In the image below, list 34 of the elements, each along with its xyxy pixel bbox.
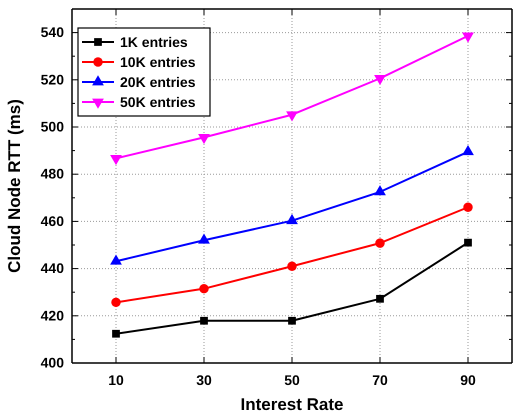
x-axis-title: Interest Rate [240, 395, 344, 414]
point [376, 294, 384, 303]
point [112, 330, 120, 338]
y-tick-label: 420 [40, 307, 64, 324]
point [111, 298, 121, 308]
legend-label: 20K entries [120, 74, 196, 90]
point [199, 284, 209, 294]
y-tick-label: 460 [40, 212, 64, 229]
y-tick-label: 520 [40, 71, 64, 88]
point [288, 316, 296, 325]
point [198, 134, 210, 144]
y-tick-label: 400 [40, 354, 64, 370]
point [287, 262, 297, 271]
y-tick-label: 540 [40, 24, 64, 40]
point [200, 316, 208, 325]
y-axis-title: Cloud Node RTT (ms) [5, 99, 24, 273]
point [374, 74, 386, 86]
x-tick-label: 30 [196, 372, 212, 388]
x-tick-label: 50 [284, 372, 300, 388]
point [463, 202, 473, 212]
legend-label: 1K entries [120, 34, 188, 50]
x-tick-label: 70 [372, 372, 388, 388]
point [110, 154, 122, 166]
legend-label: 50K entries [120, 94, 196, 110]
point [375, 238, 385, 248]
point [464, 238, 472, 247]
y-tick-label: 440 [40, 260, 64, 276]
x-tick-label: 10 [108, 372, 124, 388]
legend-label: 10K entries [120, 54, 196, 70]
point [462, 32, 474, 43]
point [286, 111, 298, 122]
y-tick-label: 500 [40, 118, 64, 134]
y-tick-label: 480 [40, 166, 64, 182]
x-tick-label: 90 [460, 372, 476, 388]
